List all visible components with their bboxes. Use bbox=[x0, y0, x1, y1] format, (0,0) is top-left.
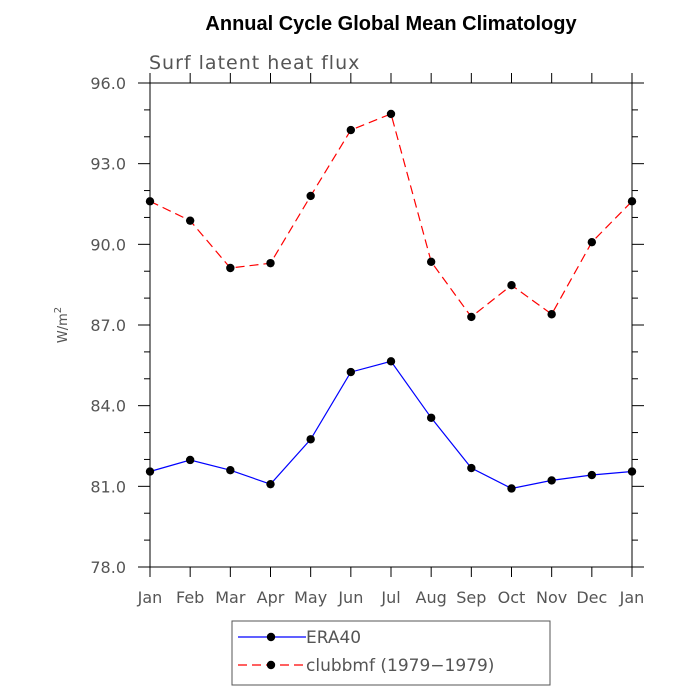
data-point bbox=[266, 258, 275, 268]
data-point bbox=[627, 467, 637, 476]
data-point bbox=[386, 109, 396, 119]
data-point bbox=[145, 197, 155, 206]
data-point bbox=[306, 435, 315, 444]
x-tick-label: Oct bbox=[498, 588, 526, 607]
y-tick-label: 78.0 bbox=[90, 558, 126, 577]
y-tick-label: 87.0 bbox=[90, 316, 126, 335]
y-tick-label: 81.0 bbox=[90, 477, 126, 496]
y-axis-label-base: W/m bbox=[56, 313, 71, 343]
data-point bbox=[547, 310, 556, 319]
y-tick-label: 90.0 bbox=[90, 235, 126, 254]
data-point bbox=[547, 476, 556, 485]
chart-title: Annual Cycle Global Mean Climatology bbox=[205, 13, 577, 35]
data-point bbox=[346, 367, 356, 377]
x-tick-label: Dec bbox=[576, 588, 607, 607]
x-tick-label: Mar bbox=[215, 588, 246, 607]
x-tick-label: Aug bbox=[416, 588, 447, 607]
data-point bbox=[467, 312, 476, 322]
data-point bbox=[346, 125, 356, 135]
series-line-0 bbox=[149, 360, 633, 490]
data-point bbox=[467, 463, 476, 473]
data-point bbox=[627, 197, 637, 206]
data-point bbox=[587, 237, 597, 247]
x-tick-label: Jan bbox=[619, 588, 645, 607]
x-tick-label: May bbox=[294, 588, 327, 607]
data-point bbox=[507, 484, 516, 493]
legend: ERA40 clubbmf (1979−1979) bbox=[231, 620, 551, 686]
series-layer bbox=[145, 109, 637, 493]
y-axis-ticks: 78.0 81.0 84.0 87.0 90.0 93.0 96.0 bbox=[90, 74, 644, 577]
data-point bbox=[226, 263, 235, 273]
legend-marker-0 bbox=[266, 632, 276, 642]
data-point bbox=[185, 455, 195, 465]
x-tick-label: Nov bbox=[536, 588, 567, 607]
data-point bbox=[226, 466, 235, 475]
x-tick-label: Jun bbox=[337, 588, 363, 607]
legend-box bbox=[231, 620, 551, 686]
y-axis-label: W/m2 bbox=[53, 307, 71, 343]
data-point bbox=[386, 357, 396, 366]
data-point bbox=[266, 479, 275, 489]
data-point bbox=[587, 470, 597, 480]
y-tick-label: 84.0 bbox=[90, 397, 126, 416]
data-point bbox=[145, 467, 155, 476]
y-tick-label: 93.0 bbox=[90, 155, 126, 174]
data-point bbox=[185, 216, 195, 225]
x-tick-label: Feb bbox=[176, 588, 204, 607]
x-tick-label: Jan bbox=[137, 588, 163, 607]
series-line-1 bbox=[149, 113, 633, 318]
plot-frame bbox=[149, 82, 633, 568]
chart-subtitle: Surf latent heat flux bbox=[149, 52, 360, 74]
x-tick-label: Jul bbox=[380, 588, 400, 607]
data-point bbox=[426, 413, 436, 422]
x-axis-ticks: Jan Feb Mar Apr May Jun Jul Aug Sep Oct Nov Dec Jan bbox=[137, 73, 645, 607]
legend-marker-1 bbox=[266, 660, 276, 670]
data-point bbox=[426, 257, 436, 267]
x-tick-label: Sep bbox=[456, 588, 486, 607]
data-point bbox=[306, 191, 315, 201]
x-tick-label: Apr bbox=[257, 588, 285, 607]
legend-label-0: ERA40 bbox=[306, 628, 361, 648]
data-point bbox=[507, 281, 516, 290]
y-tick-label: 96.0 bbox=[90, 74, 126, 93]
y-axis-label-superscript: 2 bbox=[53, 307, 64, 313]
legend-label-1: clubbmf (1979−1979) bbox=[306, 656, 494, 676]
